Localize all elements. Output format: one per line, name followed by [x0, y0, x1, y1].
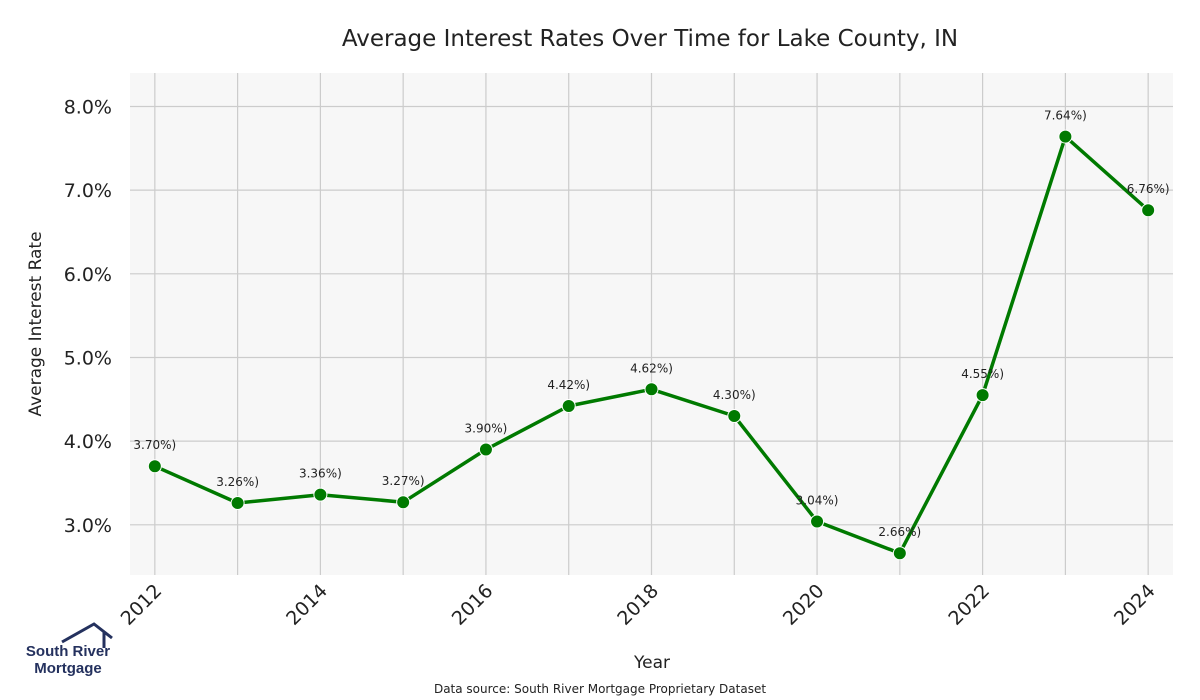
data-label: 2.66%): [878, 525, 921, 539]
data-label: 3.26%): [216, 475, 259, 489]
y-tick-label: 4.0%: [64, 431, 112, 453]
data-label: 6.76%): [1127, 182, 1170, 196]
house-roof-icon: [61, 622, 113, 648]
y-tick-label: 3.0%: [64, 515, 112, 537]
x-tick-label: 2024: [1110, 580, 1160, 630]
data-point: [1058, 129, 1073, 144]
data-point: [147, 459, 162, 474]
x-tick-label: 2022: [944, 580, 994, 630]
y-tick-label: 8.0%: [64, 96, 112, 118]
y-axis-ticks: 3.0% 4.0% 5.0% 6.0% 7.0% 8.0%: [64, 96, 112, 536]
y-tick-label: 7.0%: [64, 180, 112, 202]
logo-text-line1: South River: [25, 643, 111, 660]
data-point: [892, 546, 907, 561]
data-label: 4.62%): [630, 361, 673, 375]
logo-text-line2: Mortgage: [34, 660, 102, 677]
x-tick-label: 2016: [448, 580, 498, 630]
y-tick-label: 6.0%: [64, 264, 112, 286]
data-source-note: Data source: South River Mortgage Propri…: [434, 682, 766, 696]
x-tick-label: 2012: [117, 580, 167, 630]
y-axis-title: Average Interest Rate: [26, 231, 46, 416]
grid: [130, 73, 1173, 575]
data-point: [975, 388, 990, 403]
x-tick-label: 2014: [282, 580, 332, 630]
y-tick-label: 5.0%: [64, 347, 112, 369]
data-label: 3.36%): [299, 467, 342, 481]
data-points: [147, 129, 1156, 561]
data-label: 3.90%): [465, 422, 508, 436]
data-label: 3.04%): [796, 493, 839, 507]
data-labels: 3.70%) 3.26%) 3.36%) 3.27%) 3.90%) 4.42%) 4.62…: [133, 109, 1169, 540]
chart-title: Average Interest Rates Over Time for Lak…: [342, 26, 958, 52]
data-label: 7.64%): [1044, 109, 1087, 123]
data-label: 3.70%): [133, 438, 176, 452]
data-point: [478, 442, 493, 457]
data-point: [727, 409, 742, 424]
data-point: [396, 495, 411, 510]
x-tick-label: 2020: [779, 580, 829, 630]
data-point: [230, 496, 245, 511]
data-label: 4.42%): [547, 378, 590, 392]
data-label: 4.55%): [961, 367, 1004, 381]
data-point: [313, 487, 328, 502]
x-axis-title: Year: [633, 653, 670, 673]
data-label: 4.30%): [713, 388, 756, 402]
data-label: 3.27%): [382, 474, 425, 488]
x-axis-ticks: 2012 2014 2016 2018 2020 2022 2024: [117, 580, 1160, 630]
data-point: [810, 514, 825, 529]
data-point: [561, 398, 576, 413]
data-point: [644, 382, 659, 397]
x-tick-label: 2018: [613, 580, 663, 630]
data-point: [1141, 203, 1156, 218]
company-logo: South River Mortgage: [20, 620, 120, 680]
